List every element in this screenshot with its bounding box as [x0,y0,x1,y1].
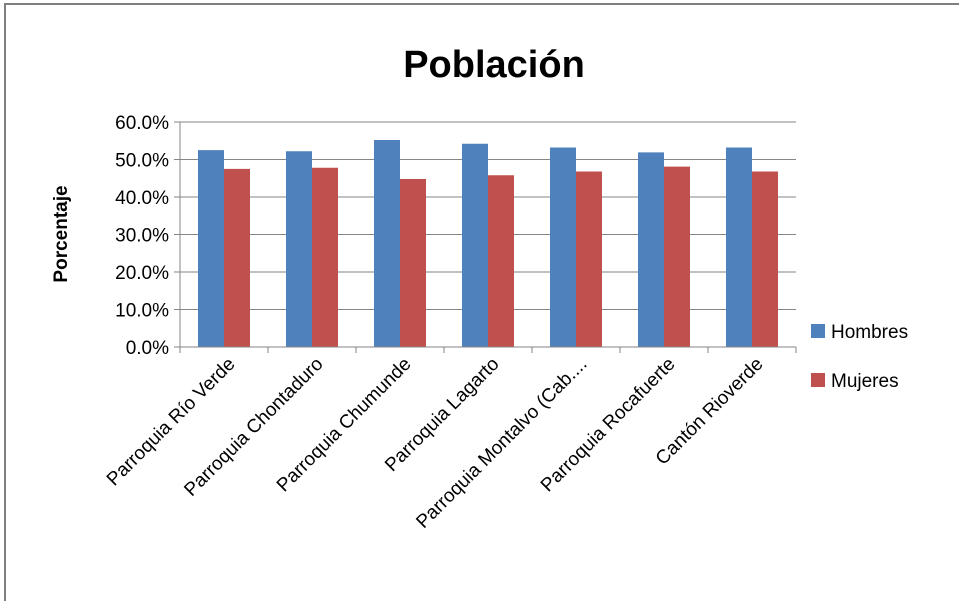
bar-mujeres [400,179,426,347]
y-tick-label: 10.0% [115,301,169,322]
bar-mujeres [224,168,250,347]
y-tick-label: 20.0% [115,263,169,284]
bar-hombres [726,147,752,347]
x-tick-label: Parroquia Montalvo (Cab.... [412,354,591,533]
y-tick-label: 60.0% [115,113,169,134]
y-axis-label: Porcentaje [51,185,72,282]
bar-hombres [550,147,576,347]
legend-label-mujeres: Mujeres [831,371,899,392]
bar-hombres [638,152,664,347]
legend-swatch-hombres [811,324,825,338]
bar-hombres [462,143,488,347]
bar-hombres [198,150,224,347]
bar-mujeres [312,167,338,347]
bar-mujeres [752,171,778,347]
legend-label-hombres: Hombres [831,322,908,343]
chart-frame [4,3,959,601]
bar-mujeres [576,171,602,347]
y-tick-labels: 0.0% 10.0% 20.0% 30.0% 40.0% 50.0% 60.0% [115,113,169,359]
legend: Hombres Mujeres [811,322,908,392]
y-tick-label: 50.0% [115,151,169,172]
y-tick-label: 30.0% [115,226,169,247]
bar-mujeres [488,175,514,347]
bar-hombres [374,140,400,347]
chart-title: Población [403,44,585,86]
legend-swatch-mujeres [811,373,825,387]
y-tick-label: 40.0% [115,188,169,209]
y-tick-label: 0.0% [126,338,169,359]
bars [198,140,778,347]
axes [179,122,797,353]
bar-mujeres [664,166,690,347]
bar-hombres [286,151,312,347]
